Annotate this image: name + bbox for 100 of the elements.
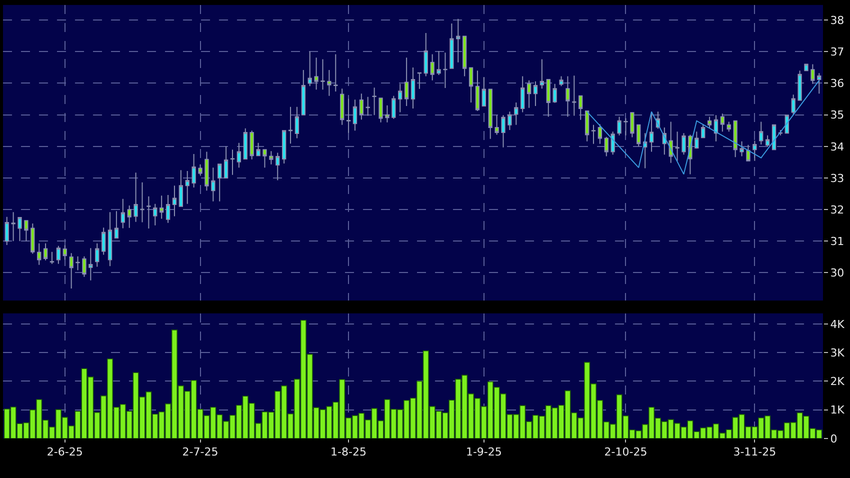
candlestick	[817, 72, 822, 94]
candlestick	[256, 142, 260, 156]
candlestick	[146, 196, 151, 230]
candlestick	[76, 256, 80, 271]
candlestick	[101, 227, 106, 256]
y-tick-label: 0	[830, 432, 838, 446]
candlestick	[288, 106, 293, 144]
candlestick	[488, 88, 492, 140]
y-tick-label: 4K	[830, 318, 846, 331]
candlestick	[346, 98, 351, 134]
candlestick	[366, 96, 370, 116]
x-tick-label: 2-7-25	[182, 446, 218, 459]
candlestick	[88, 248, 93, 281]
candlestick	[211, 167, 216, 202]
candlestick	[566, 76, 570, 118]
candlestick	[172, 185, 177, 217]
candlestick	[82, 256, 86, 278]
candlestick	[765, 134, 770, 147]
candlestick	[752, 140, 757, 162]
candlestick	[262, 149, 267, 168]
candlestick	[456, 18, 460, 63]
candlestick	[108, 212, 112, 267]
x-tick-label: 1-9-25	[466, 446, 502, 459]
candlestick	[282, 130, 286, 164]
candlestick	[707, 116, 712, 129]
candlestick	[430, 54, 434, 81]
candlestick	[404, 57, 409, 106]
candlestick	[526, 80, 532, 108]
candlestick	[649, 111, 654, 152]
candlestick	[250, 130, 254, 160]
candlestick	[160, 195, 164, 220]
y-tick-label: 38	[830, 14, 844, 27]
candlestick	[443, 52, 448, 88]
candlestick	[140, 182, 144, 223]
candlestick	[50, 251, 54, 264]
candlestick	[533, 80, 538, 106]
candlestick	[392, 95, 396, 120]
candlestick	[224, 146, 228, 178]
y-tick-label: 34	[830, 140, 844, 154]
candlestick	[385, 104, 390, 123]
candlestick	[598, 124, 602, 144]
x-tick-label: 2-6-25	[46, 446, 83, 459]
candlestick	[43, 242, 48, 261]
candlestick	[236, 142, 242, 168]
candlestick	[701, 124, 706, 138]
candlestick	[378, 98, 383, 123]
x-tick-label: 2-10-25	[604, 446, 648, 459]
y-tick-label: 33	[830, 172, 844, 185]
candlestick	[746, 144, 750, 162]
candlestick	[591, 124, 596, 144]
candlestick	[475, 70, 480, 112]
candlestick	[276, 152, 280, 181]
candlestick	[682, 132, 686, 156]
y-tick-label: 36	[830, 77, 844, 90]
candlestick	[514, 102, 518, 126]
candlestick	[720, 113, 725, 132]
candlestick	[198, 164, 202, 176]
candlestick	[359, 93, 364, 120]
candlestick	[37, 242, 42, 266]
candlestick	[417, 72, 422, 90]
candlestick	[482, 76, 486, 106]
candlestick	[153, 203, 158, 226]
candlestick	[114, 210, 119, 238]
candlestick	[694, 131, 699, 150]
candlestick	[192, 153, 196, 188]
candlestick	[810, 64, 815, 84]
candlestick	[675, 131, 680, 162]
candlestick	[552, 83, 557, 104]
y-tick-label: 32	[830, 203, 844, 216]
candlestick	[56, 245, 61, 264]
candlestick	[610, 131, 615, 156]
candlestick	[546, 78, 550, 118]
candlestick	[584, 110, 590, 142]
candlestick	[62, 244, 67, 260]
candlestick	[733, 120, 738, 158]
y-tick-label: 2K	[830, 375, 846, 388]
candlestick	[314, 57, 318, 90]
candlestick	[30, 222, 35, 254]
candlestick	[559, 76, 564, 87]
candlestick	[218, 164, 222, 202]
candlestick	[4, 216, 9, 246]
candlestick	[798, 70, 802, 101]
candlestick	[759, 121, 764, 146]
candlestick	[668, 121, 673, 164]
candlestick	[294, 106, 300, 139]
candlestick	[436, 50, 441, 76]
candlestick	[494, 114, 499, 136]
candlestick	[410, 66, 416, 110]
candlestick	[617, 116, 622, 136]
candlestick	[269, 150, 274, 165]
candlestick	[540, 58, 544, 90]
candlestick	[450, 23, 454, 69]
candlestick	[18, 216, 22, 242]
candlestick	[185, 170, 190, 204]
candlestick	[334, 54, 338, 92]
candlestick	[204, 151, 209, 192]
candlestick	[11, 212, 16, 242]
x-tick-label: 1-8-25	[330, 446, 366, 459]
candlestick	[340, 88, 344, 126]
y-tick-label: 30	[830, 266, 844, 280]
